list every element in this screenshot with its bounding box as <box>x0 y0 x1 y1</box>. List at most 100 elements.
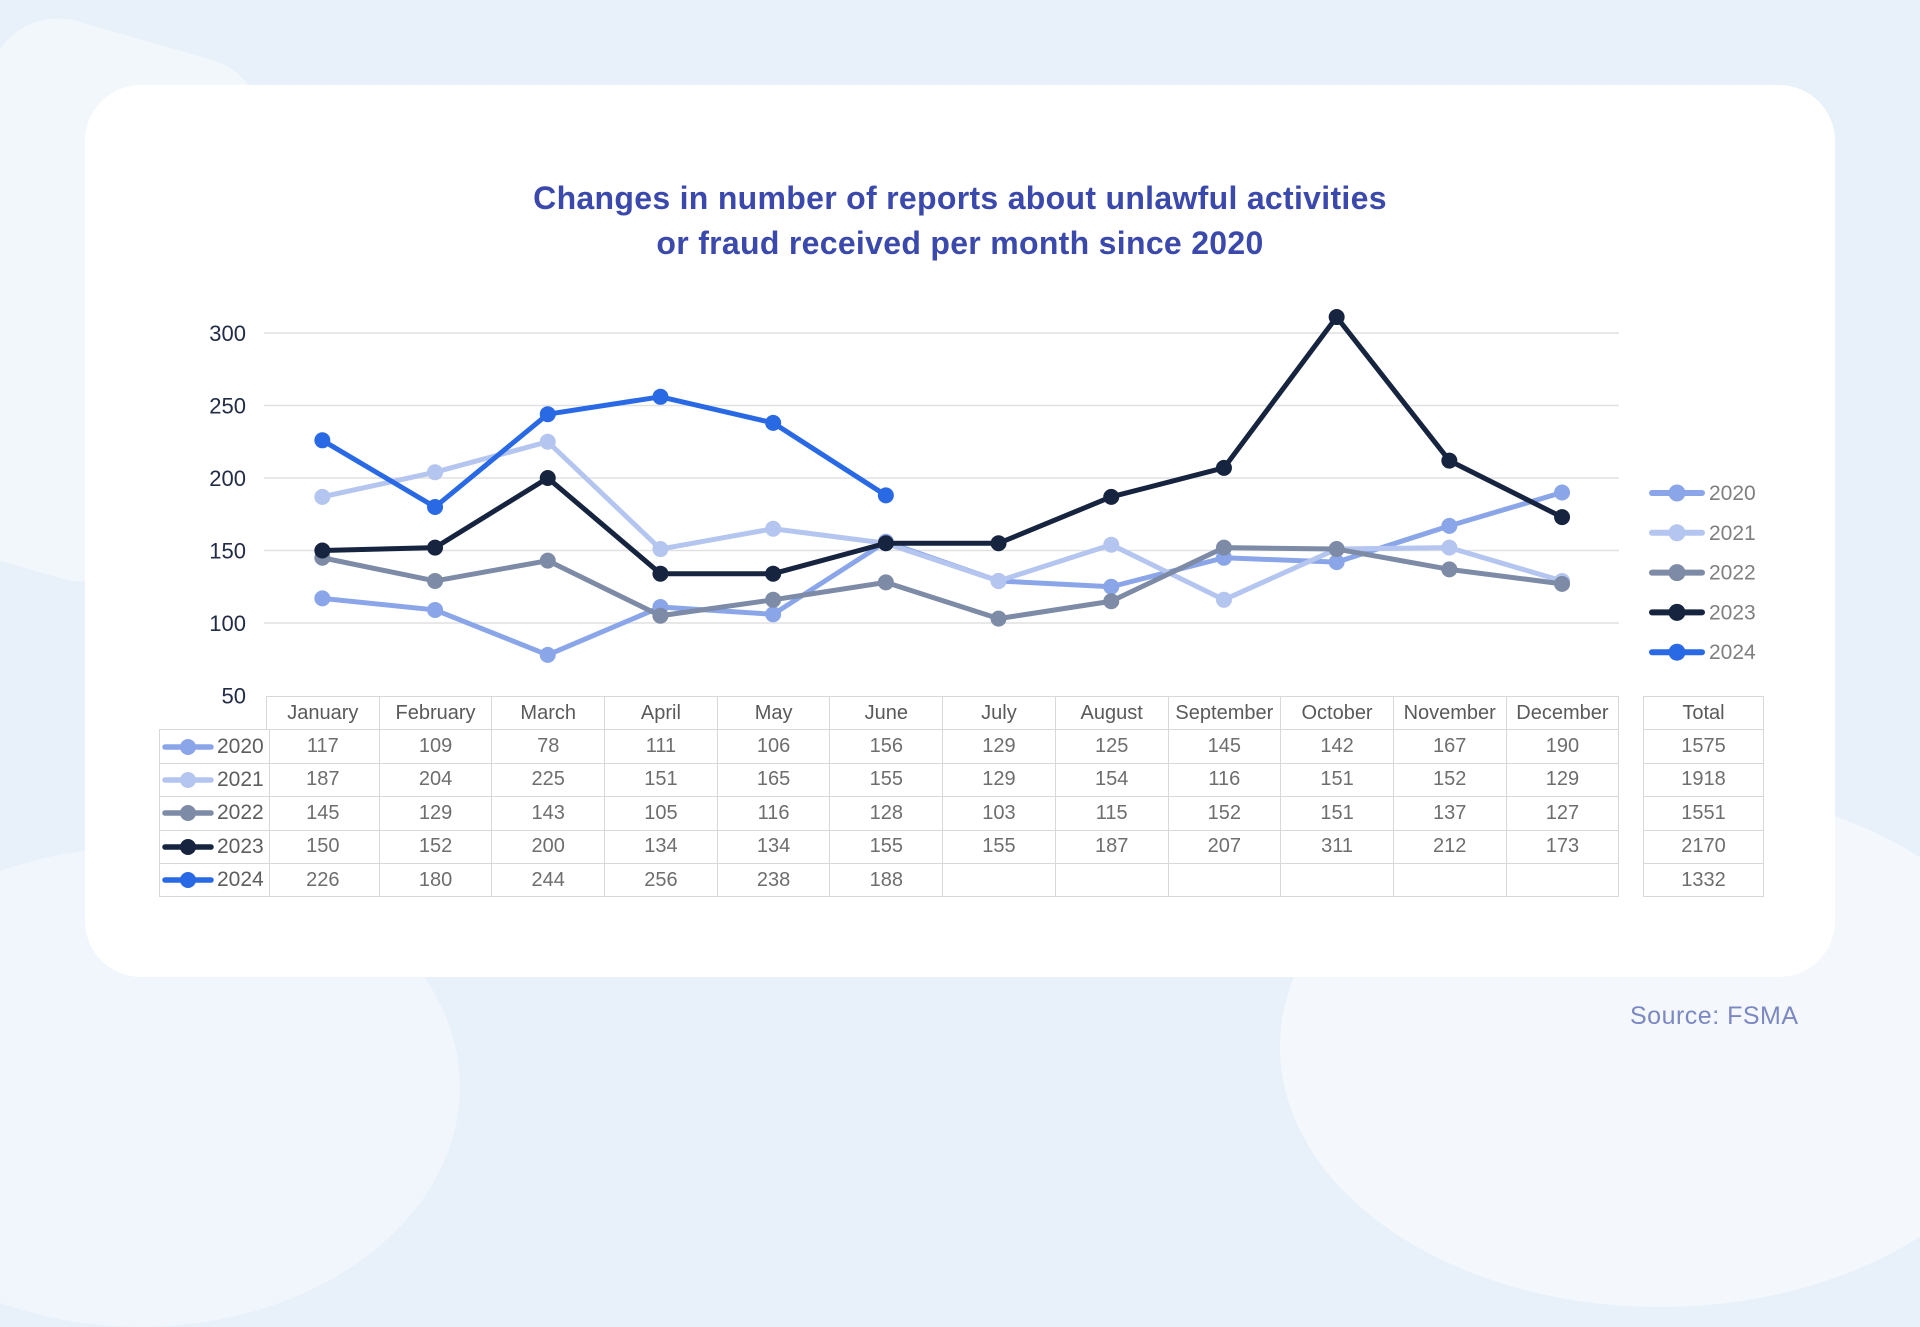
legend-item-2021: 2021 <box>1709 522 1756 545</box>
data-point-2020 <box>1328 554 1345 571</box>
value-cell: 127 <box>1505 796 1620 831</box>
value-cell <box>942 862 1056 898</box>
legend-item-2024: 2024 <box>1709 641 1756 664</box>
value-cell: 111 <box>604 729 718 764</box>
data-point-2021 <box>1215 591 1232 608</box>
value-cell: 256 <box>604 862 718 898</box>
total-value-cell: 1575 <box>1643 729 1764 764</box>
data-point-2024 <box>314 432 331 449</box>
chart-title-line2: or fraud received per month since 2020 <box>656 225 1264 261</box>
value-cell: 187 <box>1054 829 1169 864</box>
data-point-2021 <box>990 572 1007 589</box>
value-cell: 151 <box>1280 762 1394 798</box>
value-cell: 152 <box>378 829 493 864</box>
chart-title-line1: Changes in number of reports about unlaw… <box>533 180 1387 216</box>
value-cell: 204 <box>378 762 493 798</box>
year-label-cell: 2024 <box>159 862 270 898</box>
value-cell: 109 <box>378 729 493 764</box>
value-cell: 151 <box>604 762 718 798</box>
legend-item-2020: 2020 <box>1709 482 1756 505</box>
data-point-2023 <box>1441 452 1458 469</box>
data-point-2022 <box>1554 575 1571 592</box>
series-marker-icon <box>162 738 214 755</box>
data-point-2021 <box>427 464 444 481</box>
total-value-cell: 2170 <box>1643 829 1764 864</box>
total-value-cell: 1918 <box>1643 762 1764 798</box>
y-axis-tick-label: 300 <box>209 321 246 346</box>
data-point-2022 <box>539 552 556 569</box>
data-point-2023 <box>765 565 782 582</box>
year-label: 2020 <box>217 734 264 758</box>
month-header-cell: May <box>716 695 831 731</box>
series-marker-icon <box>162 771 214 788</box>
data-point-2020 <box>1441 517 1458 534</box>
value-cell: 190 <box>1505 729 1620 764</box>
data-point-2022 <box>1103 593 1120 610</box>
value-cell: 154 <box>1054 762 1169 798</box>
value-cell: 150 <box>266 829 380 864</box>
data-point-2022 <box>1215 539 1232 556</box>
data-point-2023 <box>539 470 556 486</box>
data-point-2024 <box>427 499 444 515</box>
data-point-2022 <box>765 591 782 608</box>
value-cell <box>1167 862 1282 898</box>
data-point-2024 <box>652 388 669 405</box>
y-axis-tick-label: 250 <box>209 394 246 419</box>
legend-item-2022: 2022 <box>1709 562 1756 585</box>
series-marker-icon <box>162 805 214 822</box>
year-label: 2022 <box>217 801 264 825</box>
total-value-cell: 1551 <box>1643 796 1764 831</box>
value-cell: 180 <box>378 862 493 898</box>
value-cell: 125 <box>1054 729 1169 764</box>
value-cell: 244 <box>491 862 606 898</box>
value-cell <box>1280 862 1394 898</box>
year-cell-content: 2020 <box>160 735 269 759</box>
data-point-2022 <box>427 572 444 589</box>
series-line-2022 <box>319 545 1565 622</box>
data-point-2023 <box>1215 459 1232 476</box>
year-label: 2021 <box>217 767 264 791</box>
table-row-2022: 145 129 143 105 116 128 103 115 152 151 137 127 <box>266 796 1620 831</box>
y-axis-tick-label: 100 <box>209 611 246 636</box>
series-line-2023 <box>319 314 1565 577</box>
month-header-cell: December <box>1505 695 1620 731</box>
year-label-cell: 2023 <box>159 829 270 864</box>
data-point-2022 <box>877 574 894 591</box>
legend-marker-icon <box>1668 564 1686 582</box>
data-point-2021 <box>1103 536 1120 553</box>
table-row-2021: 187 204 225 151 165 155 129 154 116 151 152 129 <box>266 762 1620 798</box>
value-cell: 155 <box>829 829 944 864</box>
year-cell-content: 2021 <box>160 768 269 792</box>
month-header-cell: June <box>829 695 944 731</box>
value-cell: 311 <box>1280 829 1394 864</box>
series-marker-icon <box>162 838 214 855</box>
data-point-2023 <box>314 542 331 559</box>
y-axis-tick-label: 200 <box>209 466 246 491</box>
value-cell: 145 <box>1167 729 1282 764</box>
year-label-cell: 2022 <box>159 796 270 831</box>
month-header-cell: January <box>266 695 380 731</box>
year-label-cell: 2020 <box>159 729 270 764</box>
total-value-cell: 1332 <box>1643 862 1764 898</box>
data-point-2022 <box>990 610 1007 627</box>
value-cell: 155 <box>829 762 944 798</box>
table-row-2024: 226 180 244 256 238 188 <box>266 862 1620 898</box>
value-cell: 103 <box>942 796 1056 831</box>
value-cell: 152 <box>1167 796 1282 831</box>
month-header-cell: October <box>1280 695 1394 731</box>
value-cell: 137 <box>1392 796 1507 831</box>
data-point-2023 <box>652 565 669 582</box>
value-cell <box>1505 862 1620 898</box>
value-cell: 142 <box>1280 729 1394 764</box>
y-axis-tick-label: 150 <box>209 539 246 564</box>
table-row-2020: 117 109 78 111 106 156 129 125 145 142 167 190 <box>266 729 1620 764</box>
series-line-2020 <box>319 490 1565 658</box>
year-label-cell: 2021 <box>159 762 270 798</box>
data-point-2021 <box>539 433 556 450</box>
year-label: 2024 <box>217 868 264 892</box>
month-header-cell: August <box>1054 695 1169 731</box>
data-point-2022 <box>1441 561 1458 578</box>
legend-item-2023: 2023 <box>1709 601 1756 624</box>
month-header-cell: September <box>1167 695 1282 731</box>
